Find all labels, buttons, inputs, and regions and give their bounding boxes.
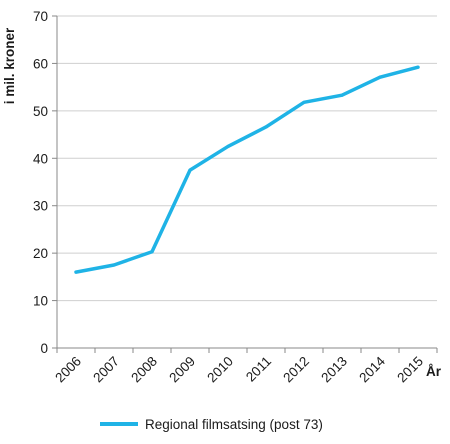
x-tick-label: 2009 bbox=[166, 354, 198, 386]
x-tick-label: 2012 bbox=[280, 354, 312, 386]
gridlines bbox=[57, 15, 437, 302]
y-tick-label: 10 bbox=[33, 294, 48, 309]
data-point bbox=[378, 75, 382, 79]
data-point bbox=[226, 144, 230, 148]
x-tick-label: 2013 bbox=[318, 354, 350, 386]
series-line bbox=[74, 65, 420, 274]
x-tick-label: 2011 bbox=[243, 354, 274, 385]
x-tick-label: 2006 bbox=[52, 354, 84, 386]
x-tick-label: 2014 bbox=[356, 353, 388, 385]
x-axis-ticks: 2006 2007 2008 2009 2010 2011 2012 2013 2014 2015 bbox=[52, 348, 438, 386]
x-tick-label: 2008 bbox=[128, 354, 160, 386]
data-point bbox=[188, 168, 192, 172]
data-point bbox=[416, 65, 420, 69]
y-tick-label: 40 bbox=[33, 151, 48, 166]
series-layer bbox=[74, 65, 420, 274]
x-tick-label: 2007 bbox=[90, 354, 122, 386]
y-axis-title: i mil. kroner bbox=[2, 27, 17, 104]
y-tick-label: 30 bbox=[33, 199, 48, 214]
x-tick-label: 2010 bbox=[204, 354, 236, 386]
data-point bbox=[340, 93, 344, 97]
data-point bbox=[74, 270, 78, 274]
legend-label: Regional filmsatsing (post 73) bbox=[145, 417, 323, 432]
y-tick-label: 50 bbox=[33, 104, 48, 119]
y-tick-label: 60 bbox=[33, 56, 48, 71]
y-axis-ticks: 0 10 20 30 40 50 60 70 bbox=[33, 9, 57, 356]
y-tick-label: 20 bbox=[33, 246, 48, 261]
y-tick-label: 0 bbox=[40, 341, 48, 356]
legend: Regional filmsatsing (post 73) bbox=[100, 417, 323, 432]
data-point bbox=[264, 125, 268, 129]
data-point bbox=[112, 263, 116, 267]
y-tick-label: 70 bbox=[33, 9, 48, 24]
x-axis-title: År bbox=[426, 364, 442, 379]
x-tick-label: 2015 bbox=[394, 354, 426, 386]
data-point bbox=[150, 250, 154, 254]
data-point bbox=[302, 100, 306, 104]
